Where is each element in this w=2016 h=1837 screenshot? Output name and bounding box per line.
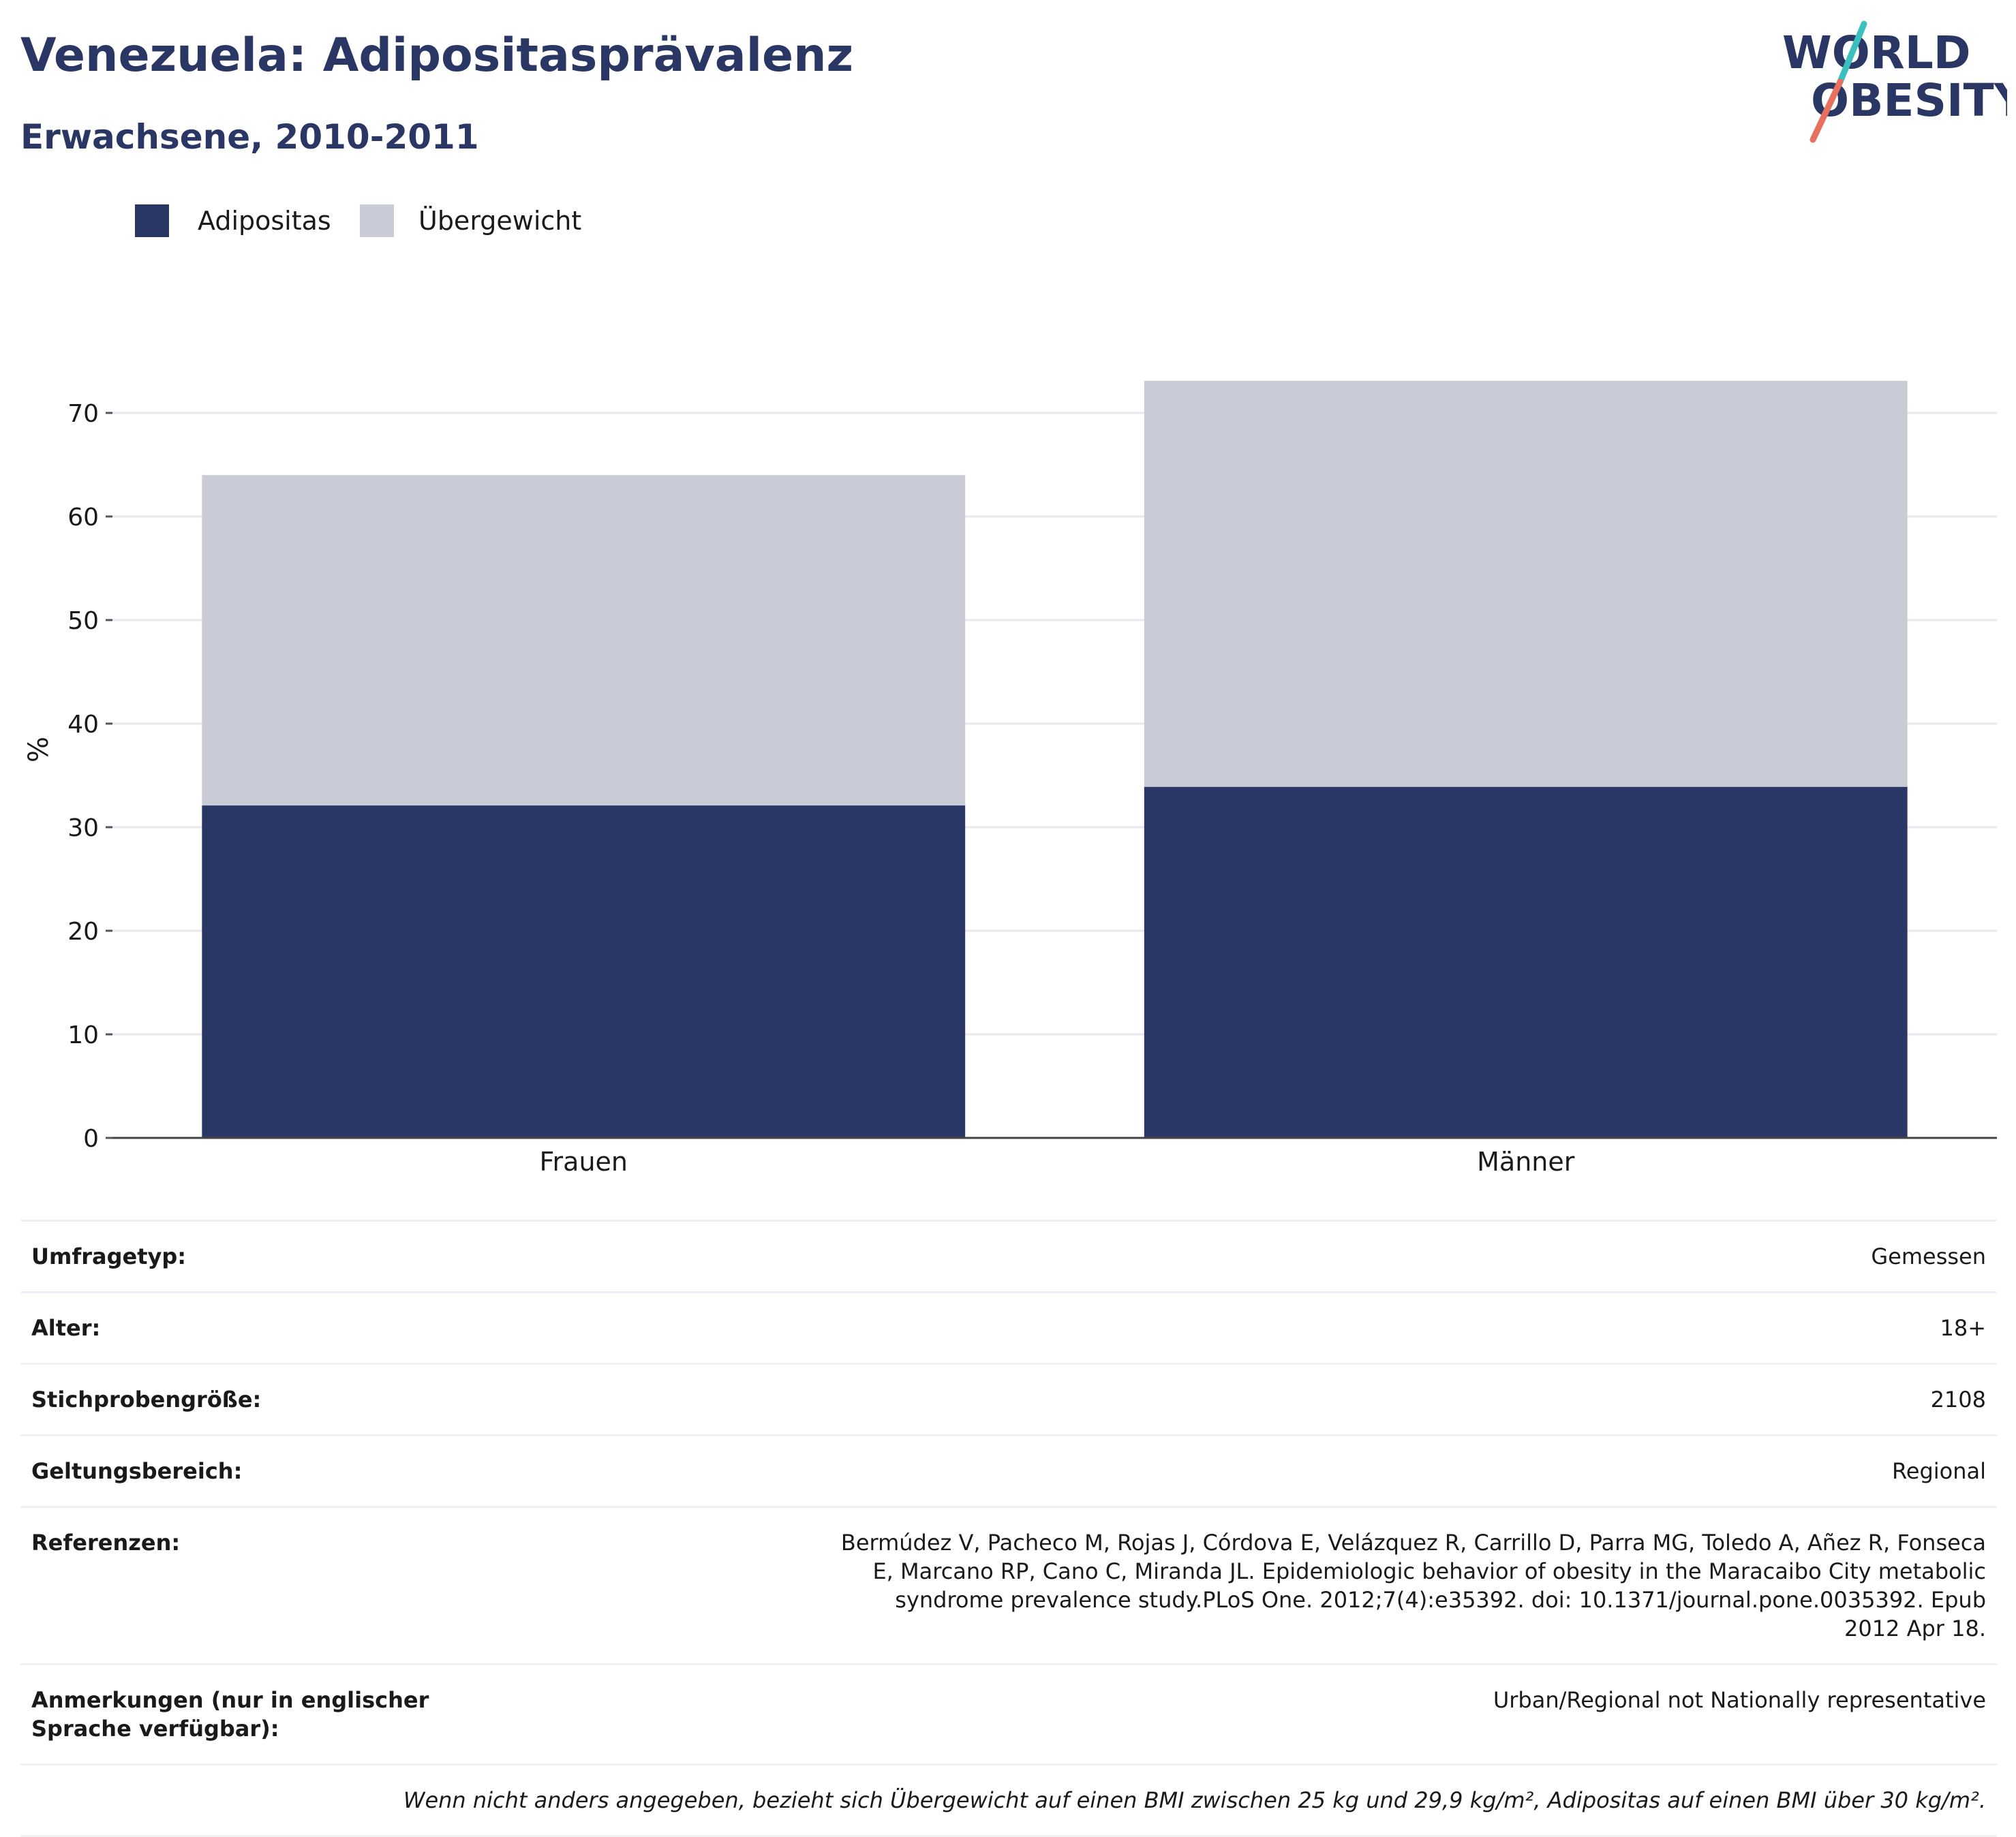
info-value: Bermúdez V, Pacheco M, Rojas J, Córdova …	[840, 1530, 1986, 1641]
y-tick-label: 50	[67, 607, 99, 635]
logo-line-2: OBESITY	[1811, 74, 2007, 127]
bar-adipositas-0	[202, 805, 966, 1138]
survey-info-table: Umfragetyp: Gemessen Alter: 18+ Stichpro…	[20, 1220, 1997, 1837]
info-row-survey-type: Umfragetyp: Gemessen	[20, 1220, 1997, 1291]
x-tick-label: Männer	[1477, 1147, 1575, 1177]
info-key: Referenzen:	[31, 1530, 181, 1556]
info-key: Stichprobengröße:	[31, 1387, 262, 1413]
world-obesity-logo: WORLD OBESITY	[1782, 20, 2007, 143]
info-key: Umfragetyp:	[31, 1244, 187, 1269]
info-value: Regional	[1891, 1458, 1986, 1484]
info-row-footnote: Wenn nicht anders angegeben, bezieht sic…	[20, 1763, 1997, 1835]
y-tick-label: 70	[67, 400, 99, 428]
x-tick-label: Frauen	[539, 1147, 628, 1177]
logo-line-1: WORLD	[1782, 27, 1971, 79]
info-row-scope: Geltungsbereich: Regional	[20, 1434, 1997, 1506]
info-key: Alter:	[31, 1315, 101, 1341]
info-value: Urban/Regional not Nationally representa…	[1493, 1687, 1986, 1713]
logo-slash-top	[1837, 20, 1867, 85]
y-tick-label: 40	[67, 711, 99, 739]
legend-label-uebergewicht: Übergewicht	[418, 206, 582, 236]
bar-adipositas-1	[1144, 786, 1908, 1138]
info-value: 2108	[1930, 1387, 1986, 1413]
legend-swatch-adipositas	[135, 204, 169, 237]
y-tick-label: 30	[67, 814, 99, 842]
bar-uebergewicht-0	[202, 475, 966, 806]
legend-swatch-uebergewicht	[360, 204, 394, 237]
y-tick-label: 0	[83, 1125, 99, 1153]
y-tick-label: 10	[67, 1021, 99, 1049]
info-row-notes: Anmerkungen (nur in englischer Sprache v…	[20, 1663, 1997, 1763]
bar-uebergewicht-1	[1144, 380, 1908, 787]
y-axis-label: %	[23, 737, 55, 762]
info-row-sample-size: Stichprobengröße: 2108	[20, 1363, 1997, 1434]
info-row-references: Referenzen: Bermúdez V, Pacheco M, Rojas…	[20, 1506, 1997, 1663]
legend-label-adipositas: Adipositas	[198, 206, 331, 236]
info-row-age: Alter: 18+	[20, 1291, 1997, 1363]
y-tick-label: 60	[67, 504, 99, 531]
chart-title: Venezuela: Adipositasprävalenz	[20, 29, 854, 82]
bmi-footnote: Wenn nicht anders angegeben, bezieht sic…	[403, 1787, 1986, 1813]
info-key: Geltungsbereich:	[31, 1458, 243, 1484]
info-value: 18+	[1940, 1315, 1986, 1341]
y-tick-label: 20	[67, 918, 99, 946]
info-key: Anmerkungen (nur in englischer Sprache v…	[31, 1687, 429, 1742]
chart-subtitle: Erwachsene, 2010-2011	[20, 117, 479, 157]
bar-chart: 0 10 20 30 40 50 60 70% Frauen Männer	[23, 380, 1997, 1177]
logo-slash-bottom	[1809, 78, 1844, 143]
info-value: Gemessen	[1871, 1244, 1986, 1269]
